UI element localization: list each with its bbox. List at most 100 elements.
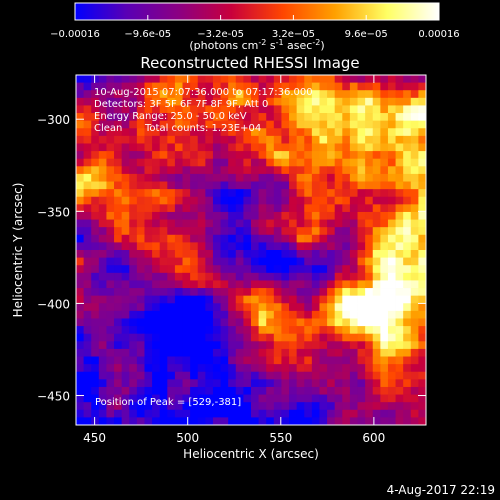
heatmap-cell — [334, 242, 343, 251]
heatmap-cell — [98, 326, 107, 335]
heatmap-cell — [114, 151, 123, 160]
heatmap-cell — [174, 295, 183, 304]
heatmap-cell — [167, 128, 176, 137]
heatmap-cell — [319, 257, 328, 266]
heatmap-cell — [167, 394, 176, 403]
heatmap-cell — [273, 189, 282, 198]
heatmap-cell — [380, 97, 389, 106]
heatmap-cell — [395, 211, 404, 220]
heatmap-cell — [327, 158, 336, 167]
heatmap-cell — [197, 379, 206, 388]
heatmap-cell — [228, 204, 237, 213]
heatmap-cell — [136, 310, 145, 319]
heatmap-cell — [235, 211, 244, 220]
heatmap-cell — [190, 75, 199, 84]
heatmap-cell — [387, 82, 396, 91]
heatmap-cell — [220, 333, 229, 342]
heatmap-cell — [319, 219, 328, 228]
heatmap-cell — [266, 90, 275, 99]
heatmap-cell — [121, 310, 130, 319]
heatmap-cell — [304, 196, 313, 205]
heatmap-cell — [121, 196, 130, 205]
heatmap-cell — [266, 394, 275, 403]
heatmap-cell — [311, 173, 320, 182]
heatmap-cell — [121, 211, 130, 220]
heatmap-cell — [235, 386, 244, 395]
heatmap-cell — [212, 90, 221, 99]
heatmap-cell — [410, 211, 419, 220]
heatmap-cell — [98, 303, 107, 312]
heatmap-cell — [410, 288, 419, 297]
heatmap-cell — [327, 189, 336, 198]
annotation-clean: Clean — [94, 123, 122, 134]
heatmap-cell — [228, 189, 237, 198]
heatmap-cell — [228, 386, 237, 395]
heatmap-cell — [174, 219, 183, 228]
heatmap-cell — [342, 105, 351, 114]
heatmap-cell — [289, 135, 298, 144]
heatmap-cell — [98, 250, 107, 259]
heatmap-cell — [410, 326, 419, 335]
heatmap-cell — [281, 417, 290, 425]
heatmap-cell — [114, 326, 123, 335]
heatmap-cell — [395, 265, 404, 274]
y-tick-label: −350 — [37, 205, 70, 219]
heatmap-cell — [365, 135, 374, 144]
heatmap-cell — [121, 386, 130, 395]
heatmap-cell — [387, 257, 396, 266]
heatmap-cell — [182, 227, 191, 236]
heatmap-cell — [311, 181, 320, 190]
heatmap-cell — [159, 219, 168, 228]
heatmap-cell — [349, 409, 358, 418]
heatmap-cell — [266, 158, 275, 167]
heatmap-cell — [83, 151, 92, 160]
heatmap-cell — [289, 166, 298, 175]
heatmap-cell — [114, 250, 123, 259]
heatmap-cell — [311, 189, 320, 198]
heatmap-cell — [243, 402, 252, 411]
heatmap-cell — [121, 151, 130, 160]
heatmap-cell — [174, 113, 183, 122]
heatmap-cell — [197, 234, 206, 243]
heatmap-cell — [98, 394, 107, 403]
heatmap-cell — [319, 173, 328, 182]
heatmap-cell — [220, 356, 229, 365]
heatmap-cell — [342, 402, 351, 411]
heatmap-cell — [304, 120, 313, 129]
heatmap-cell — [395, 356, 404, 365]
colorbar-tick-label: 9.6e−05 — [345, 29, 388, 40]
heatmap-cell — [114, 143, 123, 152]
heatmap-cell — [129, 75, 138, 84]
annotation-total-counts: Total counts: 1.23E+04 — [144, 123, 261, 134]
heatmap-cell — [91, 341, 100, 350]
heatmap-cell — [266, 204, 275, 213]
heatmap-cell — [365, 143, 374, 152]
heatmap-cell — [349, 128, 358, 137]
heatmap-cell — [190, 272, 199, 281]
heatmap-cell — [212, 158, 221, 167]
heatmap-cell — [212, 379, 221, 388]
heatmap-cell — [357, 113, 366, 122]
heatmap-cell — [281, 341, 290, 350]
heatmap-cell — [342, 189, 351, 198]
heatmap-cell — [281, 97, 290, 106]
heatmap-cell — [365, 75, 374, 84]
heatmap-cell — [289, 113, 298, 122]
heatmap-cell — [418, 371, 426, 380]
heatmap-cell — [258, 402, 267, 411]
heatmap-cell — [251, 288, 260, 297]
heatmap-cell — [243, 166, 252, 175]
heatmap-cell — [228, 250, 237, 259]
heatmap-cell — [228, 379, 237, 388]
heatmap-cell — [372, 280, 381, 289]
heatmap-cell — [334, 348, 343, 357]
heatmap-cell — [182, 219, 191, 228]
heatmap-cell — [197, 82, 206, 91]
heatmap-cell — [152, 196, 161, 205]
heatmap-cell — [418, 295, 426, 304]
heatmap-cell — [410, 348, 419, 357]
heatmap-cell — [205, 227, 214, 236]
heatmap-cell — [380, 90, 389, 99]
heatmap-cell — [266, 227, 275, 236]
heatmap-cell — [76, 189, 85, 198]
